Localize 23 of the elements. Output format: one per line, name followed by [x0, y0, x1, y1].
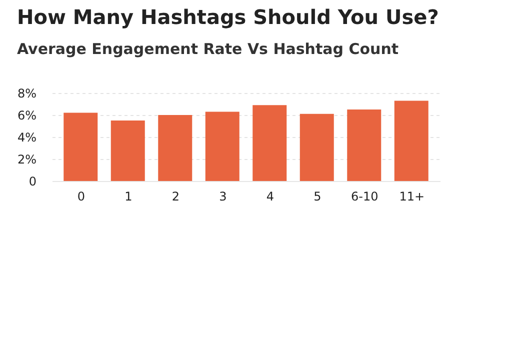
x-tick-label: 4 [266, 190, 274, 204]
y-tick-label: 0 [28, 174, 36, 188]
bar [347, 110, 382, 181]
x-tick-label: 6-10 [351, 190, 378, 204]
chart-title: How Many Hashtags Should You Use? [16, 5, 439, 29]
y-tick-label: 6% [17, 108, 36, 122]
y-tick-label: 4% [17, 130, 36, 144]
bar [394, 100, 428, 181]
x-tick-label: 11+ [399, 190, 425, 204]
y-tick-label: 2% [17, 152, 36, 166]
bar [205, 112, 240, 181]
x-tick-label: 2 [172, 190, 180, 204]
y-tick-label: 8% [17, 86, 36, 100]
bar [252, 105, 287, 181]
x-tick-label: 0 [77, 190, 85, 204]
bar [64, 112, 98, 181]
x-tick-label: 3 [219, 190, 227, 204]
bar [300, 114, 334, 181]
x-tick-label: 1 [124, 190, 132, 204]
chart-subtitle: Average Engagement Rate Vs Hashtag Count [16, 40, 399, 58]
x-tick-label: 5 [314, 190, 322, 204]
bar [158, 115, 192, 181]
bar [110, 120, 145, 181]
